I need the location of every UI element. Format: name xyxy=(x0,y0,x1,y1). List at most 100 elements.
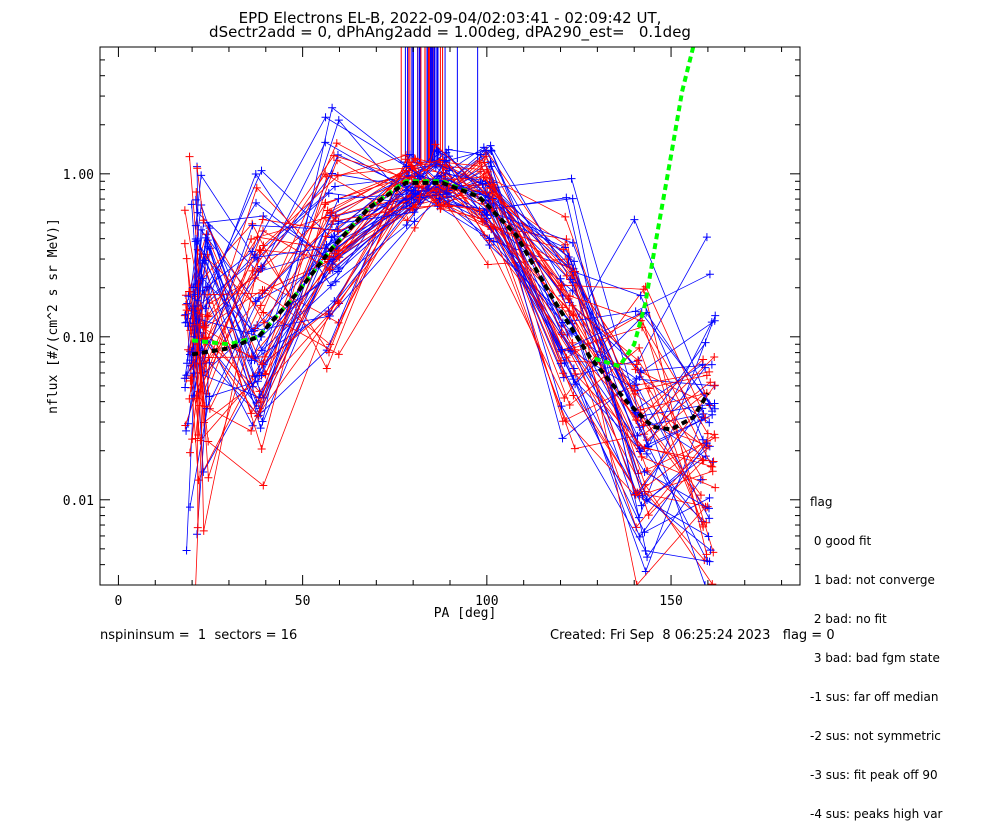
flux-curve xyxy=(184,174,702,450)
flux-marker xyxy=(631,490,640,499)
flux-curve xyxy=(186,167,704,528)
flux-marker xyxy=(569,311,578,320)
flux-marker xyxy=(332,139,341,148)
flux-curve xyxy=(193,193,713,453)
flux-marker xyxy=(191,434,200,443)
flux-marker xyxy=(252,198,261,207)
flux-marker xyxy=(248,266,257,275)
flux-marker xyxy=(334,350,343,359)
flux-marker xyxy=(248,421,257,430)
chart-subtitle: dSectr2add = 0, dPhAng2add = 1.00deg, dP… xyxy=(209,23,691,41)
flux-marker xyxy=(635,532,644,541)
flux-marker xyxy=(260,318,269,327)
flux-marker xyxy=(331,182,340,191)
flux-marker xyxy=(327,233,336,242)
flux-marker xyxy=(632,360,641,369)
flux-marker xyxy=(696,475,705,484)
flux-marker xyxy=(644,442,653,451)
flux-marker xyxy=(248,247,257,256)
flux-marker xyxy=(568,301,577,310)
flux-marker xyxy=(182,371,191,380)
flux-curve xyxy=(194,164,709,487)
y-tick-label: 1.00 xyxy=(63,168,94,183)
flux-marker xyxy=(201,233,210,242)
flux-marker xyxy=(186,448,195,457)
flux-marker xyxy=(707,360,716,369)
flux-marker xyxy=(182,359,191,368)
flux-marker xyxy=(631,380,640,389)
flux-marker xyxy=(257,166,266,175)
flux-marker xyxy=(334,227,343,236)
flux-marker xyxy=(698,435,707,444)
legend-item: 0 good fit xyxy=(810,534,872,548)
flux-marker xyxy=(331,277,340,286)
flux-marker xyxy=(557,345,566,354)
flux-marker xyxy=(557,402,566,411)
flux-marker xyxy=(557,356,566,365)
flux-marker xyxy=(258,215,267,224)
flux-marker xyxy=(325,348,334,357)
flux-marker xyxy=(333,267,342,276)
flag-legend: flag 0 good fit 1 bad: not converge 2 ba… xyxy=(810,470,942,834)
flux-curve xyxy=(189,157,713,467)
flux-marker xyxy=(702,439,711,448)
flux-curve xyxy=(198,158,715,426)
flux-marker xyxy=(407,173,416,182)
flux-marker xyxy=(558,318,567,327)
x-axis-label: PA [deg] xyxy=(434,606,497,621)
flux-curve xyxy=(185,188,714,462)
flux-marker xyxy=(633,431,642,440)
flux-marker xyxy=(193,296,202,305)
flux-marker xyxy=(561,212,570,221)
flux-marker xyxy=(562,193,571,202)
flux-marker xyxy=(256,424,265,433)
flux-marker xyxy=(191,585,199,593)
flux-marker xyxy=(325,312,334,321)
flux-marker xyxy=(703,502,712,511)
flux-marker xyxy=(335,263,344,272)
flux-marker xyxy=(330,232,339,241)
flux-marker xyxy=(636,291,645,300)
flux-marker xyxy=(570,345,579,354)
flux-marker xyxy=(258,360,267,369)
flux-marker xyxy=(180,206,189,215)
flux-marker xyxy=(247,235,256,244)
legend-title: flag xyxy=(810,495,833,509)
flux-marker xyxy=(325,265,334,274)
flux-curve xyxy=(191,158,709,440)
flux-marker xyxy=(479,173,488,182)
flux-marker xyxy=(407,163,416,172)
flux-curve xyxy=(195,192,708,585)
flux-marker xyxy=(475,156,484,165)
flux-marker xyxy=(189,369,198,378)
flux-marker xyxy=(631,307,640,316)
flux-curve xyxy=(191,119,703,495)
flux-marker xyxy=(483,260,492,269)
flux-curve xyxy=(184,204,716,496)
flux-marker xyxy=(640,468,649,477)
flux-marker xyxy=(410,208,419,217)
flux-curve xyxy=(193,197,713,448)
flux-marker xyxy=(191,221,200,230)
flux-marker xyxy=(633,356,642,365)
flux-marker xyxy=(570,267,579,276)
flux-marker xyxy=(711,433,720,442)
flux-curve xyxy=(186,152,712,372)
flux-marker xyxy=(322,172,331,181)
flux-marker xyxy=(636,366,645,375)
flux-marker xyxy=(562,271,571,280)
flux-curve xyxy=(188,161,707,509)
flux-marker xyxy=(248,382,257,391)
flux-marker xyxy=(251,169,260,178)
flux-marker xyxy=(635,343,644,352)
flux-marker xyxy=(482,165,491,174)
flux-marker xyxy=(250,253,259,262)
flux-marker xyxy=(327,209,336,218)
flux-marker xyxy=(704,532,713,541)
flux-marker xyxy=(571,369,580,378)
flux-marker xyxy=(321,170,330,179)
flux-marker xyxy=(442,188,451,197)
flux-marker xyxy=(401,155,410,164)
flux-marker xyxy=(199,324,208,333)
flux-marker xyxy=(441,200,450,209)
